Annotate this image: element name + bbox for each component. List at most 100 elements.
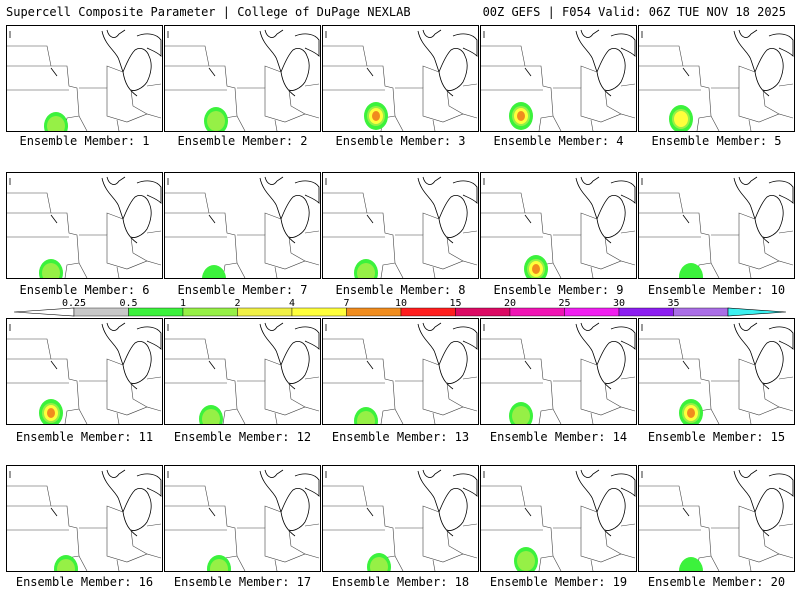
ensemble-member-map (322, 465, 479, 572)
scp-contour (210, 559, 228, 571)
legend-under-arrow (13, 307, 75, 317)
legend-tick-label: 15 (449, 298, 461, 309)
legend-tick-label: 30 (613, 298, 625, 309)
basemap (639, 322, 794, 424)
member-label: Ensemble Member: 1 (19, 134, 150, 148)
legend-tick-label: 2 (234, 298, 240, 309)
scp-contour (47, 116, 65, 131)
ensemble-member-map (164, 318, 321, 425)
basemap (639, 29, 794, 131)
basemap (165, 469, 320, 571)
member-label: Ensemble Member: 9 (493, 283, 624, 297)
ensemble-member-map (638, 465, 795, 572)
ensemble-member-map (164, 172, 321, 279)
member-label: Ensemble Member: 11 (15, 430, 154, 444)
basemap (481, 469, 636, 571)
member-label: Ensemble Member: 17 (173, 575, 312, 589)
member-label: Ensemble Member: 2 (177, 134, 308, 148)
legend-swatch (618, 307, 674, 317)
member-label: Ensemble Member: 16 (15, 575, 154, 589)
scp-contour (679, 263, 703, 278)
basemap (323, 469, 478, 571)
ensemble-member-map (480, 25, 637, 132)
basemap (323, 176, 478, 278)
ensemble-member-map (322, 172, 479, 279)
legend-tick-label: 35 (667, 298, 679, 309)
legend-tick-label: 7 (343, 298, 349, 309)
legend-over-arrow (727, 307, 787, 317)
member-label: Ensemble Member: 19 (489, 575, 628, 589)
ensemble-member-map (164, 465, 321, 572)
ensemble-member-map (6, 465, 163, 572)
legend-swatch (237, 307, 293, 317)
basemap (165, 29, 320, 131)
basemap (7, 469, 162, 571)
basemap (7, 176, 162, 278)
page-title: Supercell Composite Parameter | College … (6, 5, 411, 19)
scp-contour (370, 557, 388, 571)
scp-contour (357, 263, 375, 278)
basemap (481, 322, 636, 424)
color-legend: 0.25 0.5 1 2 4 7 10 15 20 25 30 35 (13, 298, 787, 317)
member-label: Ensemble Member: 20 (647, 575, 786, 589)
member-label: Ensemble Member: 12 (173, 430, 312, 444)
ensemble-member-map (322, 25, 479, 132)
ensemble-member-map (480, 465, 637, 572)
scp-contour (357, 411, 375, 424)
scp-contour (42, 263, 60, 278)
legend-swatch (182, 307, 238, 317)
basemap (7, 29, 162, 131)
scp-contour (679, 557, 703, 571)
legend-swatch (291, 307, 347, 317)
scp-contour (687, 408, 695, 418)
basemap (481, 29, 636, 131)
legend-swatch (73, 307, 129, 317)
member-label: Ensemble Member: 10 (647, 283, 786, 297)
legend-swatch (509, 307, 565, 317)
scp-contour (512, 406, 530, 424)
legend-tick-label: 10 (395, 298, 407, 309)
ensemble-member-map (164, 25, 321, 132)
basemap (481, 176, 636, 278)
scp-contour (207, 111, 225, 131)
scp-contour (517, 111, 525, 121)
legend-swatch (455, 307, 511, 317)
basemap (323, 322, 478, 424)
legend-swatch (673, 307, 729, 317)
basemap (165, 176, 320, 278)
basemap (165, 322, 320, 424)
ensemble-member-map (638, 172, 795, 279)
member-label: Ensemble Member: 5 (651, 134, 782, 148)
ensemble-member-map (322, 318, 479, 425)
scp-contour (202, 265, 226, 278)
member-label: Ensemble Member: 3 (335, 134, 466, 148)
legend-tick-label: 25 (558, 298, 570, 309)
legend-swatch (346, 307, 402, 317)
legend-tick-label: 4 (289, 298, 295, 309)
legend-tick-label: 1 (180, 298, 186, 309)
legend-swatch (128, 307, 184, 317)
basemap (323, 29, 478, 131)
member-label: Ensemble Member: 4 (493, 134, 624, 148)
scp-contour (372, 111, 380, 121)
member-label: Ensemble Member: 8 (335, 283, 466, 297)
scp-contour (674, 111, 688, 127)
member-label: Ensemble Member: 14 (489, 430, 628, 444)
ensemble-member-map (6, 318, 163, 425)
legend-swatch (400, 307, 456, 317)
ensemble-member-map (638, 25, 795, 132)
legend-swatch (564, 307, 620, 317)
basemap (639, 469, 794, 571)
scp-contour (202, 409, 220, 424)
member-label: Ensemble Member: 6 (19, 283, 150, 297)
ensemble-member-map (6, 25, 163, 132)
member-label: Ensemble Member: 13 (331, 430, 470, 444)
basemap (639, 176, 794, 278)
ensemble-member-map (6, 172, 163, 279)
scp-contour (532, 264, 540, 274)
member-label: Ensemble Member: 15 (647, 430, 786, 444)
legend-tick-label: 0.25 (62, 298, 86, 309)
legend-tick-label: 0.5 (119, 298, 137, 309)
basemap (7, 322, 162, 424)
ensemble-member-map (638, 318, 795, 425)
